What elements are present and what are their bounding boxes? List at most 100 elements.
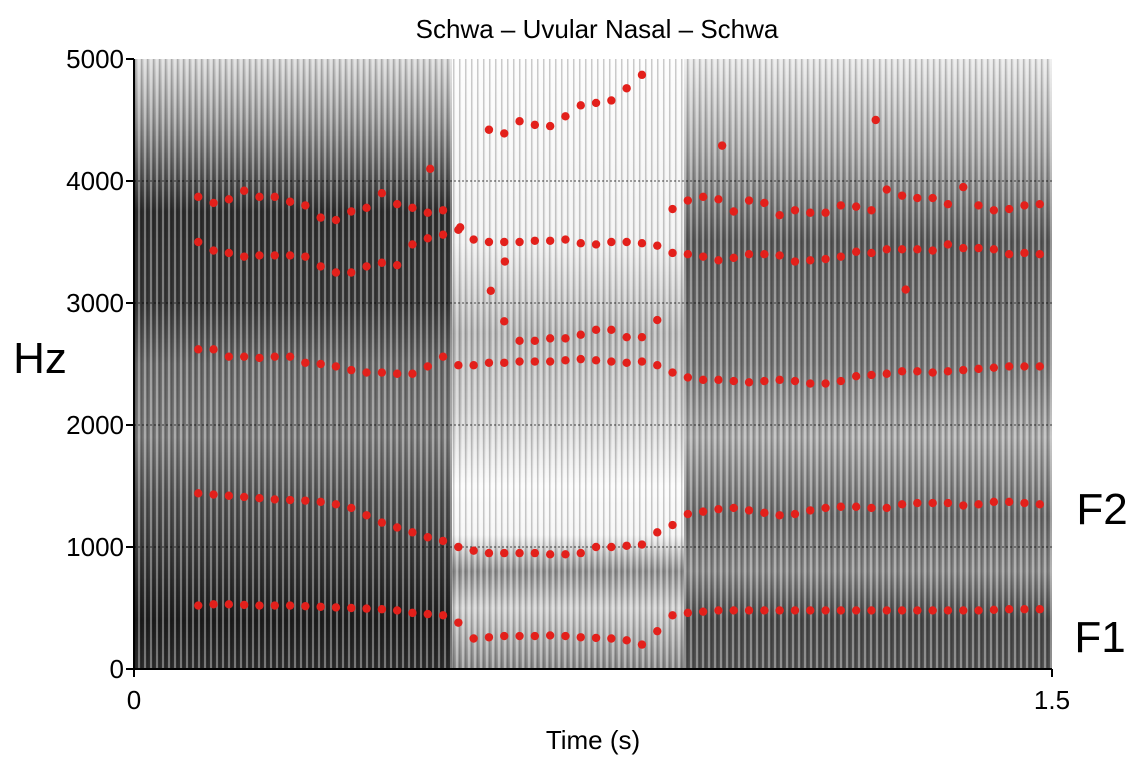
formant-point (836, 376, 846, 386)
formant-point (239, 600, 249, 610)
formant-point (790, 257, 800, 266)
x-tick-label: 0 (127, 685, 141, 715)
formant-point (426, 164, 435, 173)
formant-point (316, 602, 325, 611)
formant-point (729, 606, 738, 615)
formant-point (209, 198, 218, 208)
formant-point (285, 601, 295, 610)
formant-point (301, 201, 310, 210)
formant-point (729, 503, 738, 513)
formant-point (637, 540, 647, 549)
formant-point (913, 498, 922, 508)
formant-point (408, 369, 417, 378)
formant-point (714, 256, 723, 265)
formant-point (637, 640, 647, 649)
formant-point (500, 257, 510, 266)
formant-point (744, 506, 754, 515)
formant-point (668, 368, 677, 377)
formant-point (790, 606, 800, 615)
formant-point (392, 606, 402, 615)
formant-point (959, 501, 968, 510)
formant-point (500, 237, 509, 247)
formant-point (408, 608, 417, 618)
formant-point (959, 365, 968, 375)
formant-point (882, 369, 891, 378)
formant-point (943, 199, 953, 209)
formant-point (331, 268, 341, 277)
formant-point (576, 101, 585, 110)
formant-point (836, 252, 846, 261)
formant-point (377, 368, 387, 377)
formant-point (486, 286, 495, 295)
formant-point (561, 334, 570, 343)
formant-point (469, 235, 478, 244)
formant-point (530, 120, 540, 130)
formant-point (438, 230, 448, 239)
formant-point (943, 240, 953, 249)
formant-point (545, 236, 555, 245)
formant-point (959, 606, 968, 615)
formant-point (209, 600, 218, 609)
formant-point (1004, 605, 1014, 614)
formant-point (515, 631, 524, 641)
formant-point (347, 207, 356, 216)
formant-point (928, 606, 937, 615)
formant-point (301, 252, 310, 261)
formant-point (255, 353, 264, 363)
formant-point (255, 251, 264, 260)
formant-point (362, 511, 371, 520)
annotation: F1 (1074, 613, 1125, 662)
formant-point (224, 195, 234, 204)
formant-point (454, 542, 463, 552)
formant-point (851, 606, 861, 615)
formant-point (239, 492, 249, 502)
formant-point (974, 243, 983, 253)
formant-point (454, 361, 463, 370)
formant-point (392, 199, 402, 209)
formant-point (1004, 250, 1014, 259)
formant-point (1035, 605, 1044, 614)
formant-point (683, 373, 693, 382)
formant-point (760, 606, 769, 615)
formant-point (438, 536, 448, 546)
formant-point (775, 210, 784, 220)
formant-point (1020, 362, 1029, 371)
y-tick-label: 2000 (66, 410, 124, 440)
formant-point (913, 367, 922, 376)
formant-point (698, 192, 708, 202)
formant-point (790, 376, 800, 386)
formant-point (760, 508, 769, 518)
formant-point (683, 196, 693, 205)
formant-point (484, 358, 494, 367)
formant-point (806, 606, 815, 615)
formant-point (576, 330, 585, 339)
formant-point (867, 503, 876, 513)
formant-point (515, 336, 524, 346)
formant-point (744, 378, 754, 387)
formant-point (270, 495, 279, 504)
formant-point (347, 603, 356, 613)
formant-point (821, 208, 830, 217)
formant-point (377, 518, 387, 527)
formant-point (239, 352, 249, 361)
y-tick-label: 1000 (66, 532, 124, 562)
formant-point (1020, 201, 1029, 210)
formant-point (500, 317, 509, 326)
formant-point (851, 502, 861, 511)
formant-point (622, 332, 631, 342)
formant-point (897, 191, 907, 200)
formant-point (194, 345, 203, 354)
formant-point (316, 213, 325, 222)
formant-point (515, 548, 524, 558)
formant-point (331, 215, 341, 225)
formant-point (347, 268, 356, 277)
formant-point (347, 365, 356, 375)
formant-point (836, 201, 846, 210)
formant-point (790, 509, 800, 519)
formant-point (1035, 199, 1044, 209)
formant-point (285, 495, 295, 505)
formant-point (653, 241, 662, 250)
formant-point (729, 376, 738, 386)
formant-point (561, 112, 570, 121)
formant-point (851, 247, 861, 256)
